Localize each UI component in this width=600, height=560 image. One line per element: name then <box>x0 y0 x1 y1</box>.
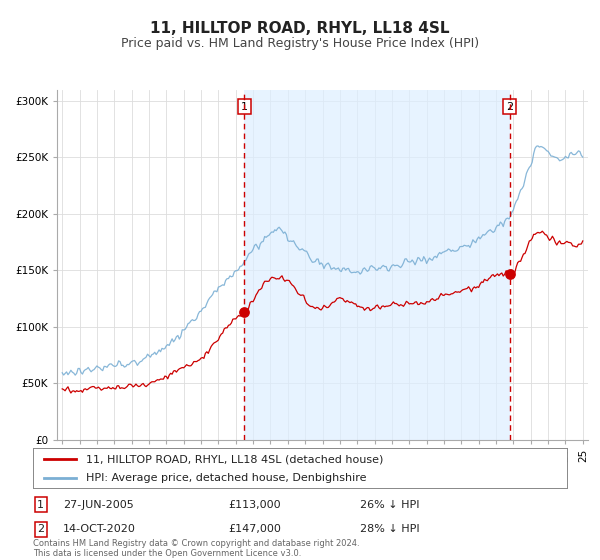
Text: £113,000: £113,000 <box>228 500 281 510</box>
Text: 11, HILLTOP ROAD, RHYL, LL18 4SL (detached house): 11, HILLTOP ROAD, RHYL, LL18 4SL (detach… <box>86 454 384 464</box>
Point <box>239 307 249 316</box>
Text: 14-OCT-2020: 14-OCT-2020 <box>63 524 136 534</box>
Text: Contains HM Land Registry data © Crown copyright and database right 2024.
This d: Contains HM Land Registry data © Crown c… <box>33 539 359 558</box>
Bar <box>244 90 510 440</box>
Text: 27-JUN-2005: 27-JUN-2005 <box>63 500 134 510</box>
Text: Price paid vs. HM Land Registry's House Price Index (HPI): Price paid vs. HM Land Registry's House … <box>121 37 479 50</box>
Text: 28% ↓ HPI: 28% ↓ HPI <box>360 524 419 534</box>
Text: HPI: Average price, detached house, Denbighshire: HPI: Average price, detached house, Denb… <box>86 473 367 483</box>
Text: 1: 1 <box>241 101 248 111</box>
Text: £147,000: £147,000 <box>228 524 281 534</box>
Text: 2: 2 <box>506 101 514 111</box>
Point <box>505 269 515 278</box>
Text: 2: 2 <box>37 524 44 534</box>
Text: 1: 1 <box>37 500 44 510</box>
Text: 26% ↓ HPI: 26% ↓ HPI <box>360 500 419 510</box>
Text: 11, HILLTOP ROAD, RHYL, LL18 4SL: 11, HILLTOP ROAD, RHYL, LL18 4SL <box>150 21 450 36</box>
